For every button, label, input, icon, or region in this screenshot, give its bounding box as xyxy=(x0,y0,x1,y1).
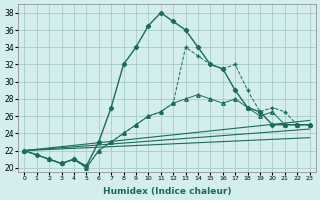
X-axis label: Humidex (Indice chaleur): Humidex (Indice chaleur) xyxy=(103,187,231,196)
